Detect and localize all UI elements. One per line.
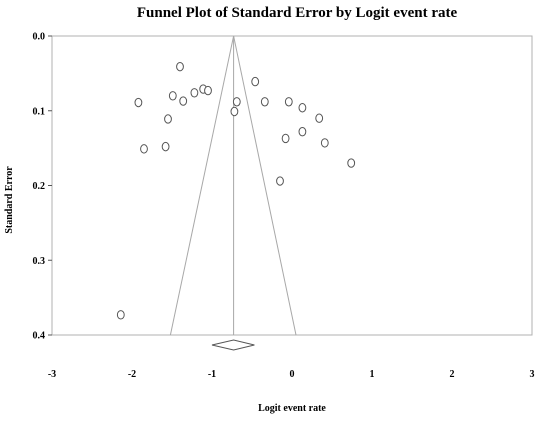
x-tick-label: -1 — [208, 369, 216, 380]
data-point — [116, 310, 125, 320]
data-point — [284, 97, 293, 107]
y-axis-label: Standard Error — [4, 166, 15, 234]
y-tick-label: 0.3 — [33, 256, 46, 267]
x-tick-label: 2 — [450, 369, 455, 380]
x-tick-label: 1 — [370, 369, 375, 380]
data-point — [179, 96, 188, 106]
data-point — [260, 97, 269, 107]
data-point — [204, 85, 212, 96]
plot-frame — [51, 35, 533, 336]
data-point — [176, 61, 184, 72]
data-point — [164, 114, 172, 124]
funnel-right-line — [233, 35, 297, 336]
data-point — [232, 97, 241, 107]
plot-area: 0.0 0.1 0.2 0.3 0.4 -3 -2 -1 0 1 2 3 — [33, 32, 535, 381]
y-tick-label: 0.1 — [33, 106, 46, 117]
x-tick-label: -2 — [128, 369, 136, 380]
data-point — [190, 88, 199, 98]
y-tick-label: 0.4 — [33, 331, 46, 342]
data-point — [251, 76, 260, 87]
y-tick-label: 0.0 — [33, 32, 46, 43]
data-point — [168, 91, 177, 101]
chart-title: Funnel Plot of Standard Error by Logit e… — [137, 5, 458, 21]
x-axis-label: Logit event rate — [258, 403, 326, 414]
data-point — [276, 176, 284, 186]
summary-diamond — [211, 339, 255, 351]
y-tick-label: 0.2 — [33, 181, 46, 192]
data-point — [230, 106, 239, 117]
data-point — [140, 144, 148, 154]
x-tick-label: 3 — [530, 369, 535, 380]
data-point — [315, 113, 324, 123]
data-point — [161, 141, 170, 152]
data-point — [298, 126, 307, 137]
x-tick-label: -3 — [48, 369, 56, 380]
funnel-left-line — [169, 35, 235, 336]
data-point — [320, 138, 329, 148]
data-point — [347, 158, 356, 168]
data-point — [281, 133, 290, 144]
data-point — [134, 97, 143, 108]
x-tick-label: 0 — [290, 369, 295, 380]
data-point — [298, 103, 307, 113]
